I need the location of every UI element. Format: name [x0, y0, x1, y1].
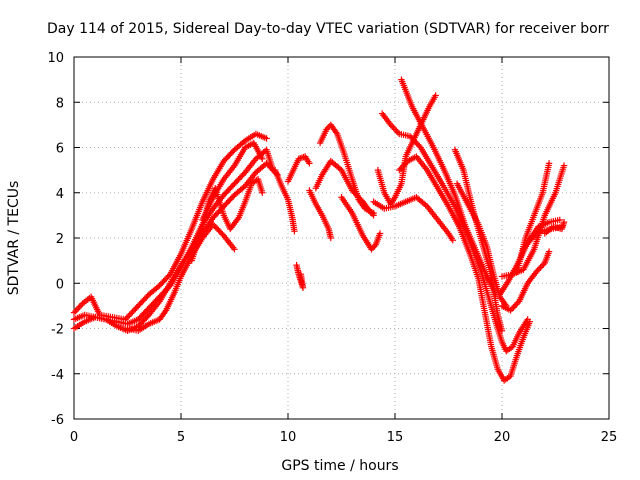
- data-point-marker: [370, 209, 377, 217]
- y-tick-label: 2: [56, 232, 64, 247]
- data-point-marker: [369, 244, 377, 252]
- data-point-marker: [263, 135, 270, 142]
- data-point-marker: [231, 246, 238, 253]
- data-point-marker: [513, 301, 520, 308]
- data-point-marker: [259, 189, 266, 196]
- data-point-marker: [297, 271, 305, 278]
- data-point-marker: [391, 126, 399, 133]
- chart-title: Day 114 of 2015, Sidereal Day-to-day VTE…: [47, 21, 609, 37]
- x-tick-label: 20: [494, 430, 511, 445]
- x-tick-label: 0: [70, 430, 78, 445]
- data-point-marker: [70, 309, 78, 316]
- data-point-marker: [306, 160, 313, 167]
- y-axis-label: SDTVAR / TECUs: [6, 181, 22, 296]
- x-axis-label: GPS time / hours: [281, 458, 398, 474]
- data-point-marker: [125, 313, 132, 320]
- x-tick-label: 15: [387, 430, 404, 445]
- y-tick-label: 10: [47, 51, 64, 66]
- data-point-marker: [422, 201, 429, 209]
- y-tick-label: 0: [56, 277, 64, 292]
- data-point-marker: [533, 268, 540, 276]
- data-point-marker: [161, 308, 169, 316]
- data-point-marker: [397, 165, 404, 172]
- data-point-marker: [538, 262, 546, 270]
- data-point-marker: [545, 248, 553, 255]
- data-point-marker: [394, 129, 402, 136]
- y-tick-label: 4: [56, 187, 64, 202]
- data-point-marker: [545, 160, 553, 167]
- data-point-marker: [323, 126, 330, 133]
- y-tick-label: -6: [51, 413, 64, 428]
- data-point-marker: [390, 124, 397, 132]
- data-point-marker: [449, 237, 456, 244]
- data-point-marker: [332, 129, 340, 136]
- data-point-marker: [368, 246, 375, 253]
- data-point-marker: [511, 302, 519, 310]
- x-tick-label: 5: [177, 430, 185, 445]
- data-point-marker: [132, 305, 139, 313]
- data-point-marker: [398, 163, 406, 171]
- y-tick-label: 8: [56, 96, 64, 111]
- data-point-marker: [432, 92, 439, 99]
- y-tick-label: -4: [51, 368, 64, 383]
- data-point-marker: [73, 306, 81, 313]
- data-point-marker: [514, 299, 521, 307]
- data-point-marker: [537, 264, 544, 271]
- data-point-marker: [507, 307, 514, 314]
- data-point-marker: [240, 184, 247, 191]
- y-tick-label: -2: [51, 323, 64, 338]
- data-point-marker: [77, 301, 85, 309]
- data-point-marker: [396, 166, 403, 174]
- data-point-marker: [508, 305, 516, 313]
- data-point-marker: [133, 304, 140, 311]
- data-point-marker: [240, 138, 247, 146]
- axis-ticks: 0 5 10 15 20 25 -6 -4 -2 0 2 4 6 8 10: [47, 51, 617, 445]
- data-point-marker: [560, 218, 568, 226]
- data-point-marker: [534, 267, 541, 274]
- data-point-marker: [129, 308, 136, 316]
- data-point-marker: [560, 162, 568, 169]
- grid-lines: [74, 57, 609, 419]
- data-point-marker: [75, 304, 82, 312]
- data-point-marker: [526, 318, 534, 325]
- data-point-marker: [400, 162, 407, 169]
- data-point-marker: [123, 314, 130, 322]
- data-point-marker: [371, 243, 378, 250]
- data-point-marker: [130, 307, 138, 314]
- x-tick-label: 10: [280, 430, 297, 445]
- data-point-marker: [556, 216, 563, 224]
- data-point-marker: [291, 228, 298, 235]
- data-point-marker: [327, 234, 334, 242]
- data-point-marker: [376, 230, 384, 237]
- data-point-marker: [540, 261, 547, 268]
- data-point-marker: [126, 311, 133, 319]
- data-points: [70, 76, 568, 384]
- y-tick-label: 6: [56, 142, 64, 157]
- data-point-marker: [259, 155, 266, 163]
- data-point-marker: [127, 310, 135, 317]
- data-point-marker: [416, 142, 423, 150]
- data-point-marker: [401, 160, 409, 168]
- data-point-marker: [165, 272, 173, 279]
- data-point-marker: [498, 327, 506, 334]
- data-point-marker: [72, 307, 79, 315]
- data-point-marker: [387, 121, 394, 129]
- x-tick-label: 25: [601, 430, 618, 445]
- data-point-marker: [535, 265, 543, 273]
- data-point-marker: [510, 304, 517, 311]
- data-point-marker: [393, 127, 400, 135]
- data-point-marker: [76, 303, 83, 310]
- data-point-marker: [388, 123, 396, 130]
